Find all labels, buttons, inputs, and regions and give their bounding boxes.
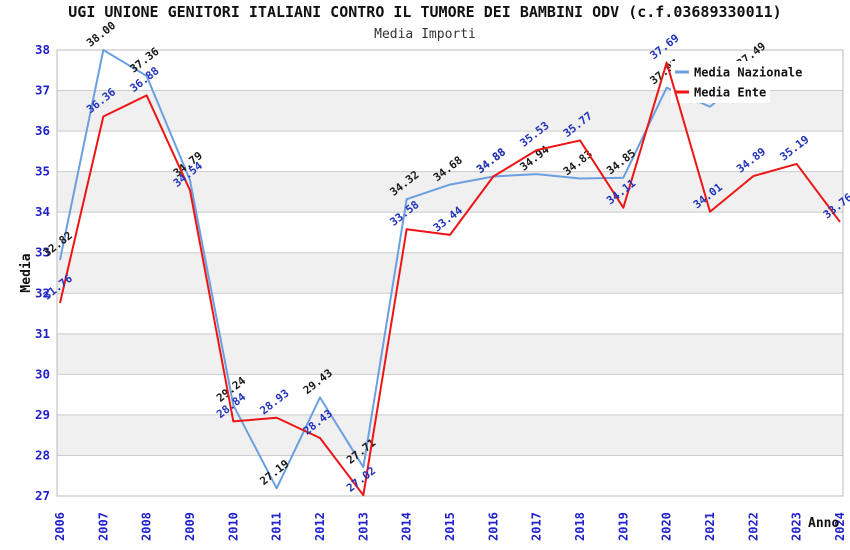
media-ente-line bbox=[59, 61, 841, 497]
legend: Media Nazionale Media Ente bbox=[671, 61, 812, 103]
x-axis-tick-label: 2019 bbox=[616, 512, 630, 541]
media-nazionale-line bbox=[59, 49, 754, 490]
y-axis-tick-label: 28 bbox=[35, 447, 50, 462]
y-axis-title: Media bbox=[19, 253, 34, 292]
media-ente-point-label: 34.89 bbox=[734, 145, 768, 176]
media-nazionale-point-label: 38.00 bbox=[84, 19, 118, 50]
chart-title: UGI UNIONE GENITORI ITALIANI CONTRO IL T… bbox=[68, 3, 781, 21]
x-axis-tick-label: 2009 bbox=[183, 512, 197, 541]
grid-band bbox=[57, 333, 843, 375]
grid-band bbox=[57, 414, 843, 456]
y-axis-tick-label: 34 bbox=[35, 204, 50, 219]
grid-band bbox=[57, 171, 843, 213]
media-ente-point-label: 28.93 bbox=[257, 387, 291, 418]
x-axis-tick-label: 2010 bbox=[226, 512, 240, 541]
x-axis-tick-label: 2013 bbox=[356, 512, 370, 541]
x-axis-tick-label: 2022 bbox=[746, 512, 760, 541]
media-ente-point-label: 35.19 bbox=[777, 133, 811, 164]
x-axis-tick-label: 2020 bbox=[660, 512, 674, 541]
x-axis-tick-label: 2024 bbox=[833, 512, 847, 541]
x-axis-tick-label: 2018 bbox=[573, 512, 587, 541]
x-axis-tick-label: 2017 bbox=[530, 512, 544, 541]
y-axis-tick-label: 36 bbox=[35, 123, 50, 138]
x-axis-tick-label: 2007 bbox=[96, 512, 110, 541]
y-axis-tick-label: 27 bbox=[35, 488, 50, 503]
x-axis-tick-label: 2008 bbox=[140, 512, 154, 541]
x-axis-title: Anno bbox=[808, 516, 839, 531]
legend-label: Media Ente bbox=[694, 86, 766, 100]
legend-box bbox=[671, 61, 812, 89]
media-ente-point-label: 27.02 bbox=[344, 464, 378, 495]
x-axis-tick-label: 2015 bbox=[443, 512, 457, 541]
x-axis-tick-label: 2023 bbox=[790, 512, 804, 541]
chart-subtitle: Media Importi bbox=[374, 27, 476, 42]
y-axis-tick-label: 37 bbox=[35, 83, 50, 98]
y-axis-tick-label: 35 bbox=[35, 164, 50, 179]
legend-box bbox=[671, 89, 770, 103]
x-axis-tick-label: 2016 bbox=[486, 512, 500, 541]
plot-frame bbox=[56, 49, 844, 497]
media-ente-point-label: 37.69 bbox=[647, 31, 681, 62]
y-axis-tick-label: 31 bbox=[35, 326, 50, 341]
y-axis-tick-label: 38 bbox=[35, 42, 50, 57]
legend-label: Media Nazionale bbox=[694, 66, 802, 80]
x-axis-tick-label: 2006 bbox=[53, 512, 67, 541]
x-axis-tick-label: 2021 bbox=[703, 512, 717, 541]
x-axis-tick-label: 2012 bbox=[313, 512, 327, 541]
grid-band bbox=[57, 252, 843, 294]
y-axis-tick-label: 29 bbox=[35, 407, 50, 422]
y-axis-tick-label: 32 bbox=[35, 285, 50, 300]
y-axis-tick-label: 33 bbox=[35, 245, 50, 260]
x-axis-tick-label: 2014 bbox=[400, 512, 414, 541]
y-axis-tick-label: 30 bbox=[35, 366, 50, 381]
x-axis-tick-label: 2011 bbox=[270, 512, 284, 541]
